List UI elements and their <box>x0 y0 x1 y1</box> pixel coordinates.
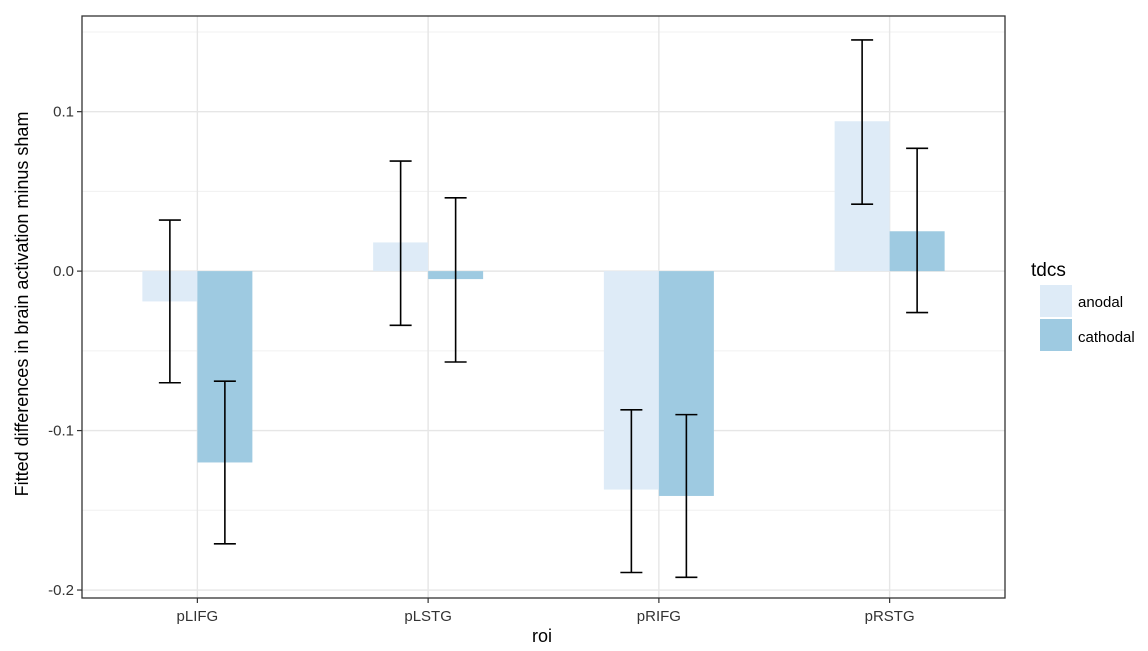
legend-key-anodal <box>1040 285 1072 317</box>
legend-label-anodal: anodal <box>1078 294 1123 311</box>
x-tick-label: pRSTG <box>865 608 915 625</box>
x-axis-title: roi <box>532 626 552 646</box>
y-tick-label: 0.0 <box>53 263 74 280</box>
legend-label-cathodal: cathodal <box>1078 329 1135 346</box>
bars <box>142 121 945 496</box>
y-axis: -0.2 -0.1 0.0 0.1 <box>48 104 82 599</box>
x-tick-label: pLIFG <box>177 608 219 625</box>
y-tick-label: -0.1 <box>48 423 74 440</box>
y-tick-label: -0.2 <box>48 582 74 599</box>
x-tick-label: pLSTG <box>404 608 452 625</box>
legend-key-cathodal <box>1040 319 1072 351</box>
error-bars <box>158 39 929 579</box>
y-axis-title: Fitted differences in brain activation m… <box>12 112 32 497</box>
panel-border <box>81 15 1006 599</box>
legend-title: tdcs <box>1031 260 1066 281</box>
y-tick-label: 0.1 <box>53 104 74 121</box>
x-axis: pLIFG pLSTG pRIFG pRSTG <box>177 598 915 625</box>
x-tick-label: pRIFG <box>637 608 681 625</box>
legend: tdcs anodal cathodal <box>1031 260 1135 351</box>
